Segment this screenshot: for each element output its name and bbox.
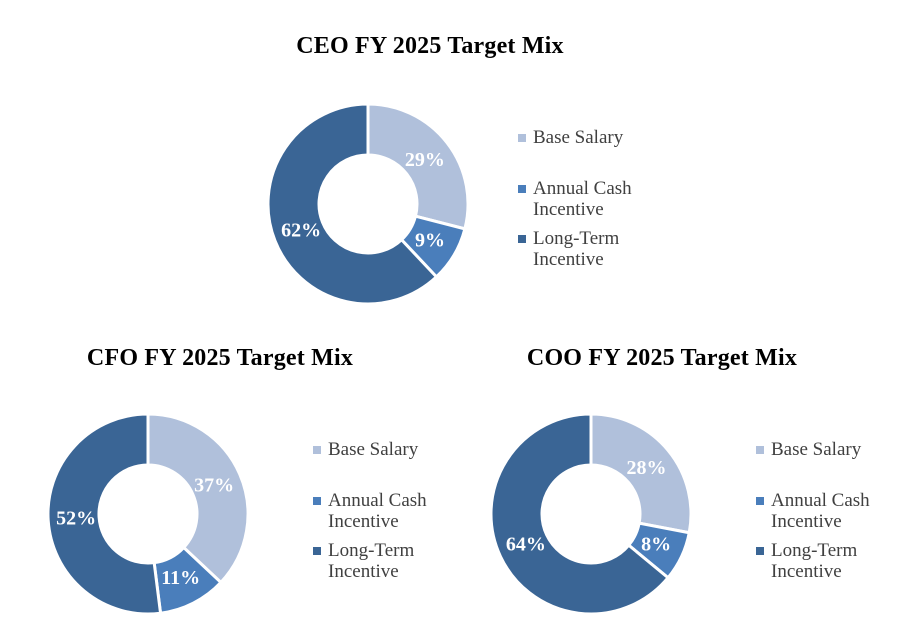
legend-item: Annual Cash Incentive [313,490,463,532]
pie-slice [46,412,163,616]
legend-label: Long-Term Incentive [533,228,620,270]
legend-label: Base Salary [771,439,862,460]
legend-label: Base Salary [328,439,419,460]
pie-slice [589,412,693,535]
legend-swatch-icon [313,547,321,555]
slice-label: 37% [194,474,234,496]
legend-item: Long-Term Incentive [313,540,463,582]
legend-swatch-icon [518,134,526,142]
slice-label: 11% [161,567,200,589]
legend-swatch-icon [756,547,764,555]
legend-swatch-icon [518,235,526,243]
slice-label: 28% [627,457,667,479]
legend-swatch-icon [518,185,526,193]
legend-label: Long-Term Incentive [771,540,858,582]
legend-coo: Base Salary Annual Cash Incentive Long-Ter… [756,439,906,582]
slice-label: 9% [415,230,445,252]
pie-slice [489,412,671,616]
pie-slice [266,102,439,306]
slice-label: 62% [281,220,321,242]
legend-item: Annual Cash Incentive [518,178,668,220]
legend-label: Base Salary [533,127,624,148]
legend-label: Annual Cash Incentive [771,490,870,532]
donut-chart-cfo: 37% 11% 52% [46,412,250,616]
legend-item: Base Salary [518,127,668,148]
legend-swatch-icon [313,497,321,505]
legend-label: Annual Cash Incentive [533,178,632,220]
slice-label: 29% [405,149,445,171]
legend-label: Long-Term Incentive [328,540,415,582]
slice-label: 64% [506,534,546,556]
legend-item: Long-Term Incentive [518,228,668,270]
legend-cfo: Base Salary Annual Cash Incentive Long-Ter… [313,439,463,582]
legend-swatch-icon [756,497,764,505]
donut-chart-coo: 28% 8% 64% [489,412,693,616]
legend-item: Base Salary [756,439,906,460]
legend-label: Annual Cash Incentive [328,490,427,532]
legend-swatch-icon [756,446,764,454]
slice-label: 8% [641,534,671,556]
legend-item: Base Salary [313,439,463,460]
donut-chart-ceo: 29% 9% 62% [266,102,470,306]
legend-item: Long-Term Incentive [756,540,906,582]
legend-swatch-icon [313,446,321,454]
pie-slice [366,102,470,231]
legend-ceo: Base Salary Annual Cash Incentive Long-Ter… [518,127,668,270]
legend-item: Annual Cash Incentive [756,490,906,532]
chart-title-ceo: CEO FY 2025 Target Mix [296,33,564,59]
pie-slice [146,412,250,585]
chart-title-cfo: CFO FY 2025 Target Mix [86,345,354,371]
chart-title-coo: COO FY 2025 Target Mix [526,345,798,371]
slice-label: 52% [56,508,96,530]
